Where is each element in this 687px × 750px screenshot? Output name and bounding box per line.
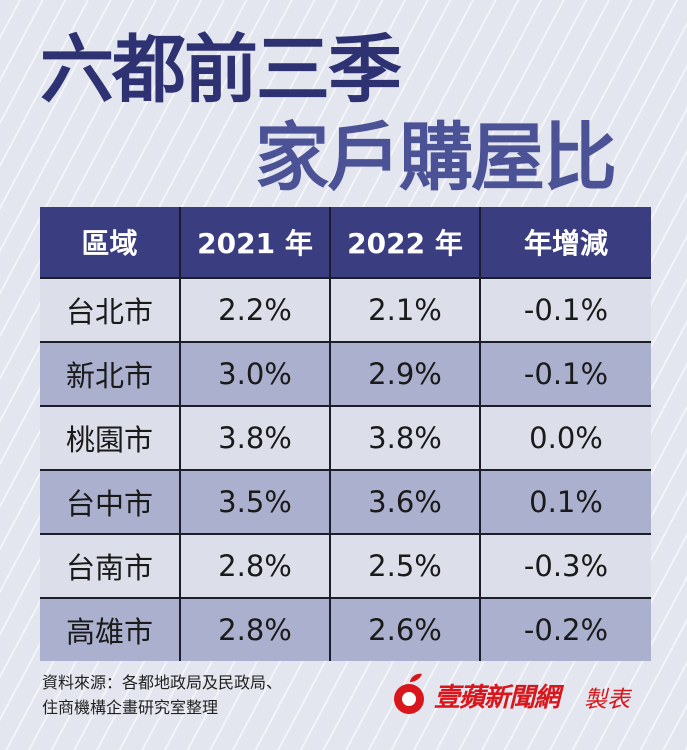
cell-2021: 2.8% <box>180 534 331 598</box>
table-row: 台中市 3.5% 3.6% 0.1% <box>40 470 651 534</box>
table-row: 台南市 2.8% 2.5% -0.3% <box>40 534 651 598</box>
cell-2022: 3.8% <box>330 406 481 470</box>
table-row: 桃園市 3.8% 3.8% 0.0% <box>40 406 651 470</box>
brand-suffix: 製表 <box>584 687 630 713</box>
table-header-row: 區域 2021 年 2022 年 年增減 <box>40 207 651 278</box>
cell-2021: 2.8% <box>180 598 331 661</box>
cell-2021: 2.2% <box>180 278 331 342</box>
brand-name: 壹蘋新聞網 <box>434 683 560 713</box>
column-header-2021: 2021 年 <box>180 207 331 278</box>
cell-change: -0.2% <box>480 598 651 661</box>
cell-change: -0.1% <box>480 278 651 342</box>
table-row: 新北市 3.0% 2.9% -0.1% <box>40 342 651 406</box>
cell-region: 高雄市 <box>40 598 181 661</box>
cell-change: -0.1% <box>480 342 651 406</box>
cell-2022: 2.5% <box>330 534 481 598</box>
page-title-line-1: 六都前三季 <box>40 27 402 113</box>
column-header-change: 年增減 <box>480 207 651 278</box>
cell-2021: 3.0% <box>180 342 331 406</box>
table-row: 高雄市 2.8% 2.6% -0.2% <box>40 598 651 661</box>
cell-2021: 3.5% <box>180 470 331 534</box>
cell-region: 新北市 <box>40 342 181 406</box>
cell-region: 台北市 <box>40 278 181 342</box>
cell-region: 台南市 <box>40 534 181 598</box>
table-row: 台北市 2.2% 2.1% -0.1% <box>40 278 651 342</box>
data-table: 區域 2021 年 2022 年 年增減 台北市 2.2% 2.1% -0.1%… <box>40 207 651 661</box>
column-header-region: 區域 <box>40 207 181 278</box>
cell-change: 0.1% <box>480 470 651 534</box>
cell-change: 0.0% <box>480 406 651 470</box>
cell-region: 桃園市 <box>40 406 181 470</box>
source-note: 資料來源：各都地政局及民政局、 住商機構企畫研究室整理 <box>42 670 282 720</box>
apple-logo-icon <box>394 673 424 714</box>
page-title-line-2: 家戶購屋比 <box>255 115 617 201</box>
column-header-2022: 2022 年 <box>330 207 481 278</box>
cell-2022: 2.9% <box>330 342 481 406</box>
cell-2021: 3.8% <box>180 406 331 470</box>
source-line-1: 資料來源：各都地政局及民政局、 <box>42 673 283 692</box>
brand-credit: 壹蘋新聞網 製表 <box>388 668 658 718</box>
cell-2022: 2.6% <box>330 598 481 661</box>
cell-2022: 2.1% <box>330 278 481 342</box>
source-line-2: 住商機構企畫研究室整理 <box>42 698 219 717</box>
cell-region: 台中市 <box>40 470 181 534</box>
cell-2022: 3.6% <box>330 470 481 534</box>
cell-change: -0.3% <box>480 534 651 598</box>
